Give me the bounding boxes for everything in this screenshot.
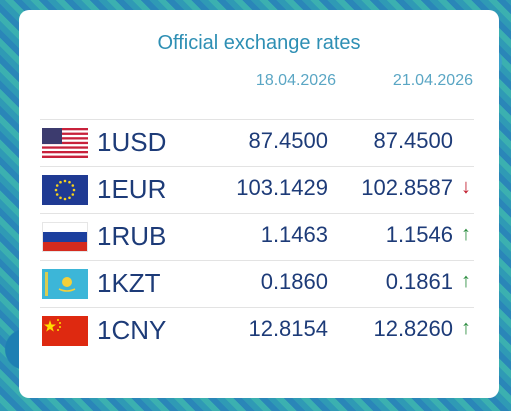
currency-code: 1KZT: [97, 268, 161, 298]
ru-flag-icon: [42, 222, 88, 252]
currency-code: 1CNY: [97, 315, 167, 345]
rate-row-rub: 1RUB 1.1463 1.1546 ↑: [40, 213, 474, 260]
rate-row-kzt: 1KZT 0.1860 0.1861 ↑: [40, 260, 474, 307]
rate-value-date1: 103.1429: [236, 175, 328, 200]
rate-value-date2: 102.8587: [361, 175, 453, 200]
cn-flag-icon: [42, 316, 88, 346]
us-flag-icon: [42, 128, 88, 158]
rate-value-date1: 1.1463: [260, 222, 328, 247]
rate-row-eur: 1EUR 103.1429 102.8587 ↓: [40, 166, 474, 213]
date-column-1: 18.04.2026: [255, 72, 336, 89]
rate-row-cny: 1CNY 12.8154 12.8260 ↑: [40, 307, 474, 354]
currency-code: 1USD: [97, 127, 167, 157]
rate-value-date2: 87.4500: [373, 128, 453, 153]
exchange-rates-card: Official exchange rates 18.04.2026 21.04…: [19, 10, 499, 398]
rate-value-date1: 12.8154: [248, 316, 328, 341]
trend-up-icon: ↑: [461, 317, 471, 339]
eu-flag-icon: [42, 175, 88, 205]
rate-value-date1: 0.1860: [260, 269, 328, 294]
rate-value-date1: 87.4500: [248, 128, 328, 153]
trend-down-icon: ↓: [461, 176, 471, 198]
rate-value-date2: 1.1546: [385, 222, 453, 247]
rate-row-usd: 1USD 87.4500 87.4500: [40, 119, 474, 166]
rate-value-date2: 12.8260: [373, 316, 453, 341]
currency-code: 1EUR: [97, 174, 167, 204]
kz-flag-icon: [42, 269, 88, 299]
currency-code: 1RUB: [97, 221, 167, 251]
rate-value-date2: 0.1861: [385, 269, 453, 294]
card-title: Official exchange rates: [157, 32, 361, 54]
trend-up-icon: ↑: [461, 270, 471, 292]
date-column-2: 21.04.2026: [392, 72, 473, 89]
trend-up-icon: ↑: [461, 223, 471, 245]
